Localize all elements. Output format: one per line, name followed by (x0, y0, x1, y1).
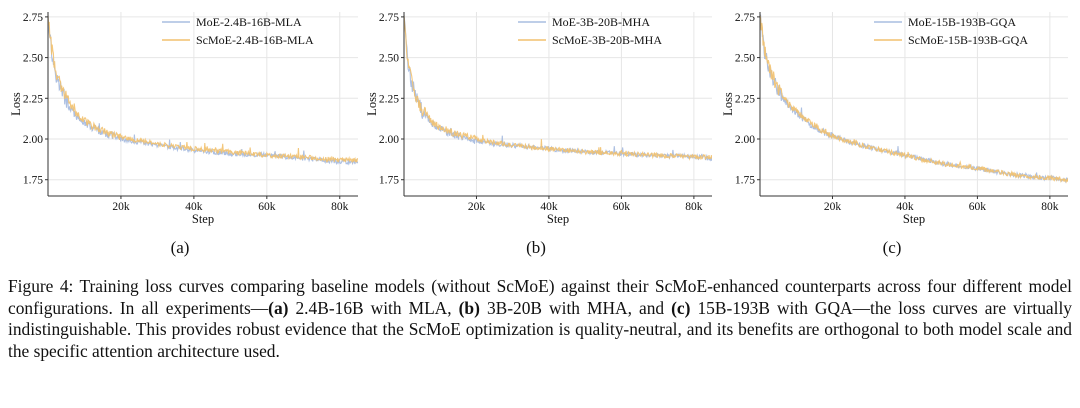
x-tick-label: 20k (824, 201, 842, 213)
x-tick-label: 20k (468, 201, 486, 213)
loss-chart-c: 20k 40k 60k 80k 1.75 2.00 2.25 2.50 2.75 Step Loss… (721, 12, 1068, 226)
series-line-scmoe (404, 15, 712, 161)
series-line-scmoe (760, 14, 1068, 184)
x-tick-label: 20k (112, 201, 130, 213)
chart-panel-c: 20k 40k 60k 80k 1.75 2.00 2.25 2.50 2.75 Step Loss… (712, 0, 1072, 257)
chart-panel-a: 20k 40k 60k 80k 1.75 2.00 2.25 2.50 2.75 Step Loss… (0, 0, 360, 257)
x-tick-label: 40k (540, 201, 558, 213)
caption-a-label: (a) (268, 297, 289, 318)
x-tick-label: 80k (685, 201, 703, 213)
y-tick-label: 2.25 (23, 93, 43, 105)
caption-c-text: 15B-193B with GQA—the loss curves are vi… (8, 297, 1072, 361)
y-tick-label: 2.50 (23, 53, 43, 65)
y-tick-label: 1.75 (23, 175, 43, 187)
y-tick-label: 2.50 (735, 53, 755, 65)
y-axis-label: Loss (9, 92, 23, 116)
figure: 20k 40k 60k 80k 1.75 2.00 2.25 2.50 2.75 Step Loss… (0, 0, 1072, 257)
y-tick-label: 2.00 (735, 134, 755, 146)
chart-panel-b: 20k 40k 60k 80k 1.75 2.00 2.25 2.50 2.75 Step Loss… (356, 0, 716, 257)
x-axis-label: Step (903, 212, 925, 226)
y-tick-label: 2.25 (379, 93, 399, 105)
panel-label-c: (c) (882, 238, 902, 257)
caption-lead: Figure 4: Training loss curves comparing… (8, 276, 1072, 318)
caption-b-label: (b) (458, 297, 480, 318)
caption-b-text: 3B-20B with MHA, and (479, 297, 672, 318)
legend-label-scmoe: ScMoE-3B-20B-MHA (552, 33, 662, 47)
legend-label-moe: MoE-2.4B-16B-MLA (196, 15, 302, 29)
x-tick-label: 60k (613, 201, 631, 213)
y-tick-label: 2.75 (23, 12, 43, 24)
series-line-scmoe (48, 15, 358, 164)
x-tick-label: 80k (331, 201, 349, 213)
panel-label-b: (b) (526, 238, 546, 257)
x-tick-label: 40k (896, 201, 914, 213)
y-tick-label: 2.75 (735, 12, 755, 24)
y-tick-label: 2.00 (23, 134, 43, 146)
x-axis-label: Step (192, 212, 214, 226)
legend-label-scmoe: ScMoE-2.4B-16B-MLA (196, 33, 314, 47)
figure-caption: Figure 4: Training loss curves comparing… (8, 276, 1072, 362)
loss-chart-a: 20k 40k 60k 80k 1.75 2.00 2.25 2.50 2.75 Step Loss… (9, 12, 358, 226)
y-tick-label: 1.75 (379, 175, 399, 187)
legend-label-moe: MoE-15B-193B-GQA (908, 15, 1016, 29)
y-tick-label: 2.25 (735, 93, 755, 105)
y-tick-label: 2.00 (379, 134, 399, 146)
caption-c-label: (c) (671, 297, 691, 318)
y-tick-label: 2.75 (379, 12, 399, 24)
legend-label-moe: MoE-3B-20B-MHA (552, 15, 650, 29)
y-tick-label: 1.75 (735, 175, 755, 187)
x-tick-label: 60k (258, 201, 276, 213)
loss-chart-b: 20k 40k 60k 80k 1.75 2.00 2.25 2.50 2.75 Step Loss… (365, 12, 712, 226)
y-axis-label: Loss (721, 92, 735, 116)
panel-label-a: (a) (170, 238, 190, 257)
x-axis-label: Step (547, 212, 569, 226)
y-tick-label: 2.50 (379, 53, 399, 65)
x-tick-label: 60k (969, 201, 987, 213)
x-tick-label: 80k (1041, 201, 1059, 213)
caption-a-text: 2.4B-16B with MLA, (288, 297, 459, 318)
legend-label-scmoe: ScMoE-15B-193B-GQA (908, 33, 1028, 47)
y-axis-label: Loss (365, 92, 379, 116)
x-tick-label: 40k (185, 201, 203, 213)
